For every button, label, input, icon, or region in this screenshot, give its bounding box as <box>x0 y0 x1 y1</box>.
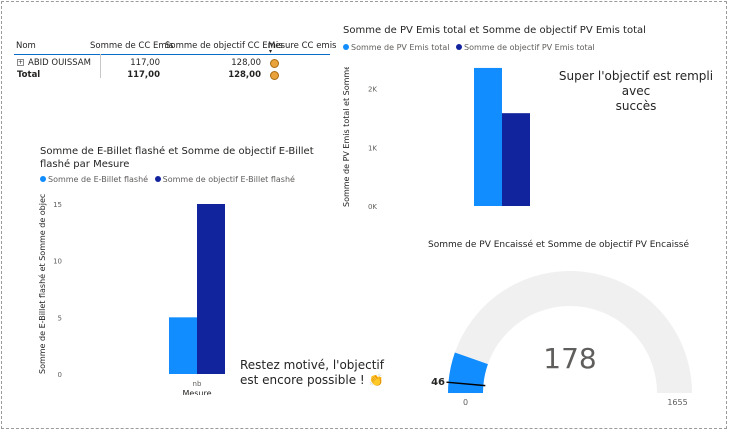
ebillet-note-line-2: est encore possible ! <box>240 373 369 387</box>
legend-label-objectif-ebillet: Somme de objectif E-Billet flashé <box>162 175 295 184</box>
pv-emis-note-line-2: succès <box>615 99 657 113</box>
gauge-max-label: 1655 <box>667 398 687 407</box>
gauge-background-arc <box>448 271 692 393</box>
total-objectif-value: 128,00 <box>228 70 261 80</box>
row-cc-value: 117,00 <box>130 58 160 68</box>
ebillet-note-line-1: Restez motivé, l'objectif <box>240 358 384 372</box>
y-tick-label: 5 <box>58 314 62 322</box>
row-objectif-value: 128,00 <box>231 58 261 68</box>
ebillet-legend[interactable]: Somme de E-Billet flashé Somme de object… <box>40 175 295 184</box>
legend-dot-objectif-ebillet <box>154 176 161 182</box>
ebillet-note: Restez motivé, l'objectif est encore pos… <box>240 358 390 388</box>
row-name: ABID OUISSAM <box>28 58 91 68</box>
ebillet-x-axis-label: Mesure <box>182 389 211 395</box>
legend-label-ebillet: Somme de E-Billet flashé <box>48 175 149 184</box>
legend-dot-objectif-pv-emis <box>456 44 463 50</box>
pv-emis-legend[interactable]: Somme de PV Emis total Somme de objectif… <box>343 43 595 52</box>
sort-arrow-icon[interactable]: ▾ <box>269 48 273 55</box>
header-nom[interactable]: Nom <box>16 41 36 51</box>
table-row: + ABID OUISSAM 117,00 128,00 <box>14 58 330 70</box>
header-mesure-cc-emis[interactable]: Mesure CC emis <box>268 41 337 51</box>
bar-pv-emis[interactable] <box>474 67 502 206</box>
bar-ebillet[interactable] <box>169 317 197 374</box>
matrix-header-row: Nom Somme de CC Emis Somme de objectif C… <box>14 38 337 55</box>
y-tick-label: 10 <box>53 258 62 266</box>
legend-dot-ebillet <box>40 176 46 182</box>
ebillet-y-axis-label: Somme de E-Billet flashé et Somme de obj… <box>38 194 47 374</box>
pv-encaisse-gauge[interactable]: 178 46 0 1655 <box>420 258 720 408</box>
total-label: Total <box>17 70 41 80</box>
clapping-hands-icon: 👏 <box>368 373 384 387</box>
header-objectif-cc-emis[interactable]: Somme de objectif CC Emis <box>165 41 283 51</box>
matrix-table[interactable]: Nom Somme de CC Emis Somme de objectif C… <box>14 38 337 82</box>
legend-dot-pv-emis <box>343 44 349 50</box>
y-tick-label: 15 <box>53 201 62 209</box>
bar-objectif-pv-emis[interactable] <box>502 113 530 206</box>
pv-encaisse-chart-title: Somme de PV Encaissé et Somme de objecti… <box>428 240 690 250</box>
gauge-target-marker <box>446 381 486 387</box>
pv-emis-chart-title: Somme de PV Emis total et Somme de objec… <box>343 25 646 36</box>
pv-emis-chart[interactable]: 0K 1K 2K <box>350 55 650 215</box>
header-cc-emis[interactable]: Somme de CC Emis <box>90 41 174 51</box>
gauge-value-label: 178 <box>543 342 596 375</box>
y-tick-label: 0K <box>368 203 377 211</box>
pv-emis-note: Super l'objectif est rempli avec succès <box>547 69 725 114</box>
y-tick-label: 0 <box>58 371 62 379</box>
ebillet-chart-title: Somme de E-Billet flashé et Somme de obj… <box>40 146 314 170</box>
bar-objectif-ebillet[interactable] <box>197 204 225 374</box>
gauge-min-label: 0 <box>463 398 468 407</box>
x-tick-label: nb <box>193 380 202 388</box>
column-separator <box>100 54 101 78</box>
legend-label-objectif-pv-emis: Somme de objectif PV Emis total <box>464 43 595 52</box>
total-cc-value: 117,00 <box>127 70 160 80</box>
legend-label-pv-emis: Somme de PV Emis total <box>351 43 450 52</box>
y-tick-label: 1K <box>368 144 377 152</box>
pv-emis-note-line-1: Super l'objectif est rempli avec <box>558 69 714 98</box>
table-total-row: Total 117,00 128,00 <box>14 70 330 82</box>
y-tick-label: 2K <box>368 86 377 94</box>
ebillet-chart[interactable]: 0 5 10 15 nb Mesure <box>50 195 330 395</box>
gauge-target-label: 46 <box>431 377 445 388</box>
